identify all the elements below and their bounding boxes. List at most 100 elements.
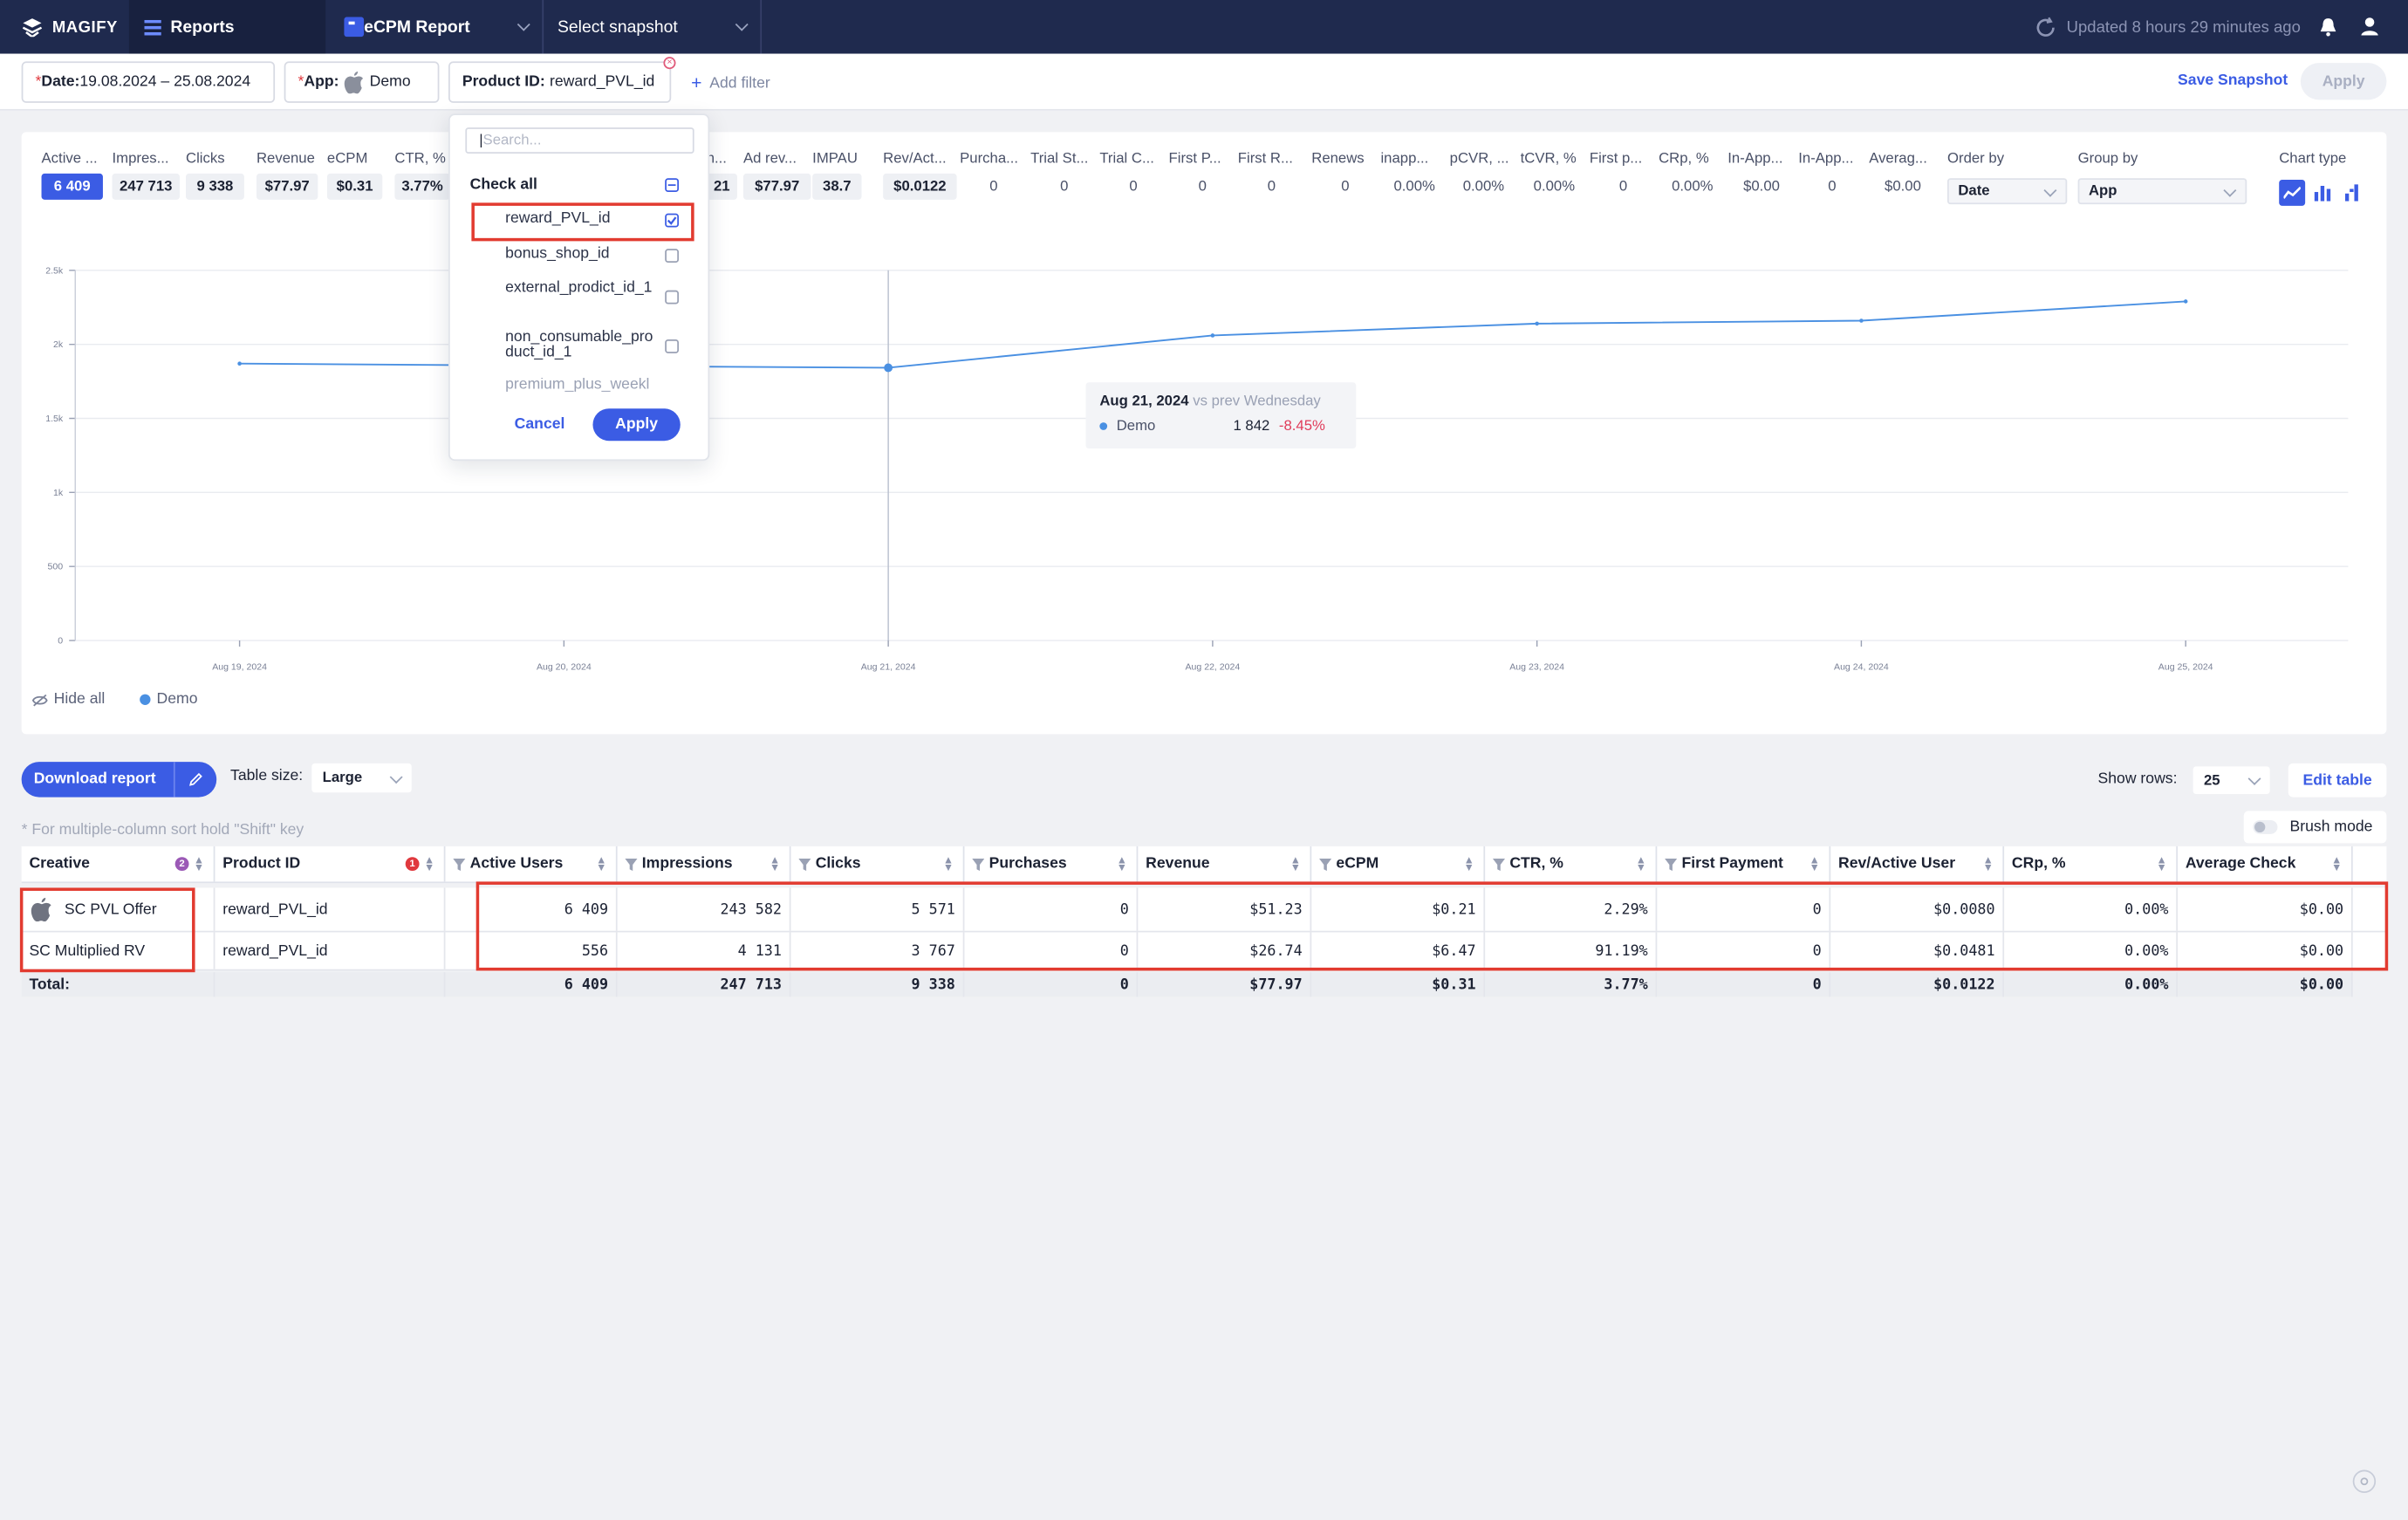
line-chart-button[interactable] (2279, 179, 2306, 206)
column-header[interactable]: eCPM ▲ ▼ (1311, 846, 1486, 882)
sort-icon[interactable]: ▲ ▼ (1116, 855, 1128, 874)
table-cell[interactable]: 0.00% (2004, 932, 2179, 969)
sort-icon[interactable]: ▲ ▼ (1463, 855, 1474, 874)
snapshot-selector[interactable]: Select snapshot (544, 0, 763, 54)
profile-button[interactable] (2354, 10, 2384, 41)
column-header[interactable]: Rev/Active User ▲ ▼ (1830, 846, 2005, 882)
metric-9[interactable]: Rev/Act... $0.0122 (883, 151, 957, 200)
sort-icon[interactable]: ▲ ▼ (2156, 855, 2167, 874)
sort-icon[interactable]: ▲ ▼ (193, 855, 205, 874)
metric-22[interactable]: In-App... 0 (1798, 151, 1865, 200)
table-cell[interactable]: $26.74 (1138, 932, 1312, 969)
filter-icon[interactable] (1492, 858, 1506, 871)
dropdown-item[interactable]: external_prodict_id_1 (505, 279, 653, 297)
table-cell[interactable]: $0.0481 (1830, 932, 2005, 969)
column-header[interactable]: CTR, % ▲ ▼ (1485, 846, 1658, 882)
metric-8[interactable]: IMPAU 38.7 (812, 151, 862, 200)
table-cell[interactable]: 3 767 (791, 932, 965, 969)
show-rows-select[interactable]: 25 (2193, 766, 2270, 795)
table-cell[interactable]: $0.00 (2178, 887, 2353, 931)
metric-13[interactable]: First P... 0 (1169, 151, 1236, 200)
sort-icon[interactable]: ▲ ▼ (942, 855, 954, 874)
filter-icon[interactable] (1319, 858, 1332, 871)
column-header[interactable]: Active Users ▲ ▼ (445, 846, 618, 882)
dropdown-item[interactable]: reward_PVL_id (505, 210, 611, 228)
metric-1[interactable]: Impres... 247 713 (112, 151, 180, 200)
column-header[interactable]: Impressions ▲ ▼ (618, 846, 791, 882)
sort-icon[interactable]: ▲ ▼ (1290, 855, 1301, 874)
edit-table-button[interactable]: Edit table (2288, 763, 2387, 798)
metric-12[interactable]: Trial C... 0 (1099, 151, 1166, 200)
sort-icon[interactable]: ▲ ▼ (423, 855, 435, 874)
table-cell[interactable]: 91.19% (1485, 932, 1658, 969)
sort-icon[interactable]: ▲ ▼ (596, 855, 607, 874)
dropdown-search-input[interactable]: | Search... (465, 127, 694, 154)
sort-icon[interactable]: ▲ ▼ (1635, 855, 1646, 874)
table-cell[interactable]: 0 (964, 887, 1139, 931)
toggle-switch[interactable] (2253, 819, 2278, 834)
dropdown-item[interactable]: bonus_shop_id (505, 245, 610, 264)
metric-4[interactable]: eCPM $0.31 (326, 151, 383, 200)
remove-filter-icon[interactable]: × (663, 57, 676, 70)
metric-15[interactable]: Renews 0 (1311, 151, 1378, 200)
table-cell[interactable]: $0.00 (2178, 932, 2353, 969)
metric-21[interactable]: In-App... $0.00 (1727, 151, 1795, 200)
column-header[interactable]: Clicks ▲ ▼ (791, 846, 965, 882)
settings-corner-icon[interactable] (2352, 1469, 2377, 1493)
table-cell[interactable]: 243 582 (618, 887, 791, 931)
group-by-select[interactable]: App (2077, 178, 2247, 205)
table-cell[interactable]: $51.23 (1138, 887, 1312, 931)
item-checkbox[interactable] (665, 249, 680, 264)
sort-icon[interactable]: ▲ ▼ (1809, 855, 1820, 874)
table-cell[interactable]: 6 409 (445, 887, 618, 931)
item-checkbox[interactable] (665, 290, 680, 305)
metric-10[interactable]: Purcha... 0 (960, 151, 1027, 200)
sort-icon[interactable]: ▲ ▼ (2331, 855, 2343, 874)
table-cell[interactable]: 2.29% (1485, 887, 1658, 931)
table-cell[interactable]: $6.47 (1311, 932, 1486, 969)
reports-menu[interactable]: Reports (128, 0, 326, 54)
sort-icon[interactable]: ▲ ▼ (769, 855, 781, 874)
dropdown-item[interactable]: premium_plus_weekl (505, 378, 650, 392)
filter-icon[interactable] (1665, 858, 1678, 871)
stacked-chart-button[interactable] (2339, 180, 2365, 206)
metric-14[interactable]: First R... 0 (1238, 151, 1305, 200)
table-cell[interactable]: reward_PVL_id (215, 932, 446, 969)
column-header[interactable]: CRp, % ▲ ▼ (2004, 846, 2179, 882)
table-cell[interactable]: reward_PVL_id (215, 887, 446, 931)
brand[interactable]: MAGIFY (22, 0, 118, 54)
app-filter[interactable]: * App: Demo (284, 61, 440, 103)
filter-icon[interactable] (972, 858, 985, 871)
table-cell[interactable]: 0 (1657, 932, 1831, 969)
metric-23[interactable]: Averag... $0.00 (1869, 151, 1936, 200)
table-cell[interactable]: 5 571 (791, 887, 965, 931)
hide-all-button[interactable]: Hide all (31, 691, 105, 708)
table-cell[interactable]: 556 (445, 932, 618, 969)
table-cell[interactable]: $0.0080 (1830, 887, 2005, 931)
metric-11[interactable]: Trial St... 0 (1030, 151, 1098, 200)
column-header[interactable]: First Payment ▲ ▼ (1657, 846, 1831, 882)
filter-icon[interactable] (798, 858, 811, 871)
metric-17[interactable]: pCVR, ... 0.00% (1450, 151, 1517, 200)
item-checkbox[interactable] (665, 339, 680, 353)
add-filter-button[interactable]: + Add filter (691, 72, 770, 94)
item-checkbox-checked[interactable] (665, 213, 680, 228)
save-snapshot-button[interactable]: Save Snapshot (2178, 72, 2288, 90)
edit-export-button[interactable] (175, 772, 217, 786)
brush-mode-toggle[interactable]: Brush mode (2243, 811, 2387, 844)
table-cell[interactable]: SC Multiplied RV (22, 932, 215, 969)
metric-3[interactable]: Revenue $77.97 (256, 151, 318, 200)
order-by-select[interactable]: Date (1946, 178, 2068, 205)
metric-19[interactable]: First p... 0 (1590, 151, 1657, 200)
column-header[interactable]: Creative 2 ▲ ▼ (22, 846, 215, 882)
table-cell[interactable]: 0 (964, 932, 1139, 969)
legend-item-demo[interactable]: Demo (140, 691, 198, 708)
bar-chart-button[interactable] (2309, 180, 2336, 206)
metric-7[interactable]: Ad rev... $77.97 (742, 151, 811, 200)
metric-0[interactable]: Active ... 6 409 (41, 151, 103, 200)
table-size-select[interactable]: Large (311, 763, 412, 793)
table-cell[interactable]: 0.00% (2004, 887, 2179, 931)
filter-icon[interactable] (453, 858, 466, 871)
table-cell[interactable]: 0 (1657, 887, 1831, 931)
product-id-filter[interactable]: Product ID: reward_PVL_id (448, 61, 672, 103)
